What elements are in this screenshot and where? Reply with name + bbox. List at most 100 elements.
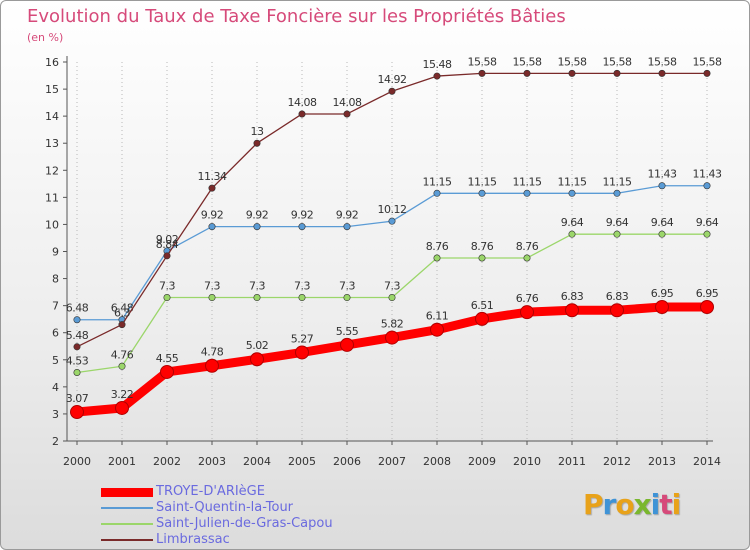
legend-swatch [101,523,153,525]
data-point [73,369,81,377]
data-label: 6.83 [561,290,584,303]
data-label: 13 [251,125,264,138]
y-tick-label: 14 [45,110,59,123]
y-tick-label: 16 [45,56,59,69]
legend-label: Saint-Julien-de-Gras-Capou [156,516,333,531]
y-tick-label: 10 [45,218,59,231]
x-tick-label: 2006 [333,455,361,468]
data-label: 3.22 [111,388,134,401]
data-label: 8.76 [426,240,449,253]
data-point [298,294,306,302]
y-tick-label: 3 [52,408,59,421]
logo-letter: x [633,488,652,521]
data-point [115,400,129,415]
data-point [205,358,219,373]
data-label: 9.64 [651,216,674,229]
data-label: 11.15 [513,175,542,188]
data-label: 15.58 [693,55,722,68]
legend-label: Limbrassac [156,532,230,547]
data-point [388,294,396,302]
data-point [658,230,666,238]
logo-letter: t [659,488,672,521]
data-point [475,311,489,326]
x-tick-label: 2008 [423,455,451,468]
data-point [478,189,486,197]
data-label: 15.58 [648,55,677,68]
y-tick-label: 15 [45,83,59,96]
data-point [250,352,264,367]
data-label: 6.48 [66,302,89,315]
data-label: 15.48 [423,58,452,71]
x-tick-label: 2010 [513,455,541,468]
data-label: 6.3 [114,307,130,320]
logo-letter: r [602,488,617,521]
data-label: 6.76 [516,292,539,305]
x-tick-label: 2012 [603,455,631,468]
data-point [298,223,306,231]
data-label: 9.92 [246,209,269,222]
data-point [565,303,579,318]
data-point [658,182,666,190]
legend-swatch [101,539,153,541]
data-point [523,189,531,197]
data-point [478,254,486,262]
data-label: 4.76 [111,348,134,361]
data-point [73,343,81,351]
data-label: 7.3 [159,280,175,293]
data-label: 9.64 [606,216,629,229]
data-point [523,69,531,77]
data-label: 4.53 [66,355,89,368]
logo-letter: P [583,488,604,521]
data-point [118,321,126,329]
data-label: 8.84 [156,238,179,251]
data-point [163,294,171,302]
data-point [703,230,711,238]
logo-letter: i [650,488,661,521]
data-label: 8.76 [471,240,494,253]
data-label: 5.55 [336,325,359,338]
logo-letter: o [615,488,634,521]
data-point [478,69,486,77]
data-label: 15.58 [513,55,542,68]
data-point [520,305,534,320]
data-point [433,72,441,80]
data-point [295,345,309,360]
data-label: 11.15 [468,175,497,188]
legend-swatch [101,487,153,497]
data-label: 9.02 [156,233,179,246]
x-tick-label: 2007 [378,455,406,468]
data-point [73,316,81,324]
data-label: 11.43 [693,168,722,181]
y-tick-label: 12 [45,164,59,177]
data-point [433,254,441,262]
x-tick-label: 2011 [558,455,586,468]
proxiti-logo[interactable]: Proxiti [583,488,681,521]
data-point [613,189,621,197]
data-point [298,110,306,118]
x-tick-label: 2005 [288,455,316,468]
data-label: 15.58 [558,55,587,68]
x-tick-label: 2000 [63,455,91,468]
data-label: 7.3 [384,280,400,293]
data-point [208,184,216,192]
data-point [568,189,576,197]
data-label: 5.82 [381,318,404,331]
data-point [70,405,84,420]
data-point [118,362,126,370]
data-label: 7.3 [339,280,355,293]
data-label: 6.95 [651,287,674,300]
data-label: 11.43 [648,168,677,181]
data-label: 5.48 [66,329,89,342]
y-tick-label: 7 [52,300,59,313]
data-point [160,364,174,379]
data-label: 11.15 [423,175,452,188]
data-label: 11.34 [198,170,227,183]
data-label: 9.64 [696,216,719,229]
legend-swatch [101,507,153,509]
legend-label: TROYE-D'ARIèGE [156,484,265,499]
data-point [658,69,666,77]
data-point [568,230,576,238]
y-tick-label: 4 [52,381,59,394]
